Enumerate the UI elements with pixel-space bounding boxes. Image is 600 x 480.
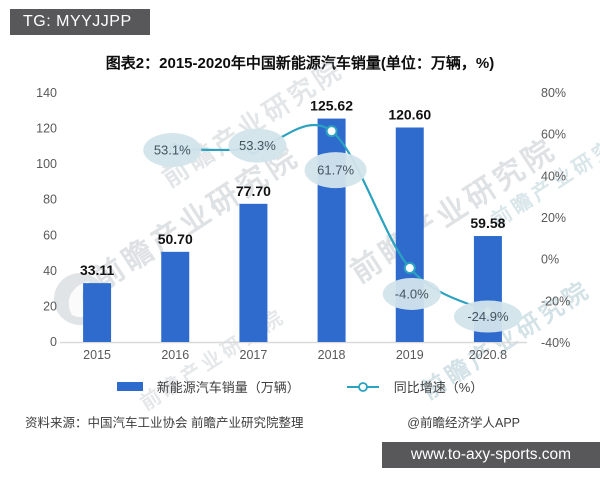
y-axis-tick-right: 0% bbox=[541, 253, 559, 267]
callout-ellipse bbox=[453, 300, 522, 333]
y-axis-tick-right: 20% bbox=[541, 211, 566, 225]
x-axis-label: 2015 bbox=[83, 348, 111, 362]
bar-value-label: 33.11 bbox=[80, 262, 114, 278]
footer: 资料来源：中国汽车工业协会 前瞻产业研究院整理 @前瞻经济学人APP bbox=[25, 412, 520, 431]
callout-ellipse bbox=[304, 152, 367, 189]
x-axis-label: 2016 bbox=[161, 348, 189, 362]
y-axis-tick-left: 80 bbox=[43, 193, 57, 207]
bar-value-label: 59.58 bbox=[470, 215, 505, 231]
bar bbox=[161, 251, 190, 342]
y-axis-tick-left: 40 bbox=[43, 264, 57, 278]
y-axis-tick-left: 140 bbox=[36, 86, 57, 100]
y-axis-tick-right: 40% bbox=[541, 169, 566, 183]
y-axis-tick-right: -40% bbox=[541, 336, 570, 350]
y-axis-tick-left: 0 bbox=[50, 335, 57, 349]
bar-value-label: 50.70 bbox=[158, 231, 193, 247]
callout-ellipse bbox=[228, 128, 287, 163]
y-axis-tick-left: 60 bbox=[43, 228, 57, 242]
callout-label: 61.7% bbox=[317, 163, 354, 178]
chart-title: 图表2：2015-2020年中国新能源汽车销量(单位：万辆，%) bbox=[105, 55, 495, 72]
bar bbox=[317, 118, 346, 342]
y-axis-tick-left: 20 bbox=[43, 299, 57, 313]
y-axis-tick-left: 100 bbox=[36, 157, 57, 171]
x-axis-label: 2020.8 bbox=[469, 348, 507, 362]
telegram-badge: TG: MYYJJPP bbox=[10, 9, 150, 35]
bar bbox=[239, 203, 268, 342]
bar-value-label: 125.62 bbox=[310, 98, 353, 114]
bar bbox=[83, 283, 112, 342]
legend-line-label: 同比增速（%） bbox=[393, 380, 484, 395]
callout-label: -24.9% bbox=[467, 309, 509, 324]
line-marker bbox=[325, 125, 338, 138]
line-marker bbox=[403, 262, 416, 274]
x-axis-label: 2018 bbox=[318, 348, 346, 362]
y-axis-tick-left: 120 bbox=[36, 122, 57, 136]
callout-label: -4.0% bbox=[395, 287, 429, 302]
y-axis-tick-right: -20% bbox=[541, 294, 570, 308]
callout-ellipse bbox=[382, 278, 441, 310]
website-badge: www.to-axy-sports.com bbox=[382, 442, 600, 468]
callout-label: 53.3% bbox=[239, 138, 276, 153]
callout-ellipse bbox=[143, 133, 202, 168]
legend: 新能源汽车销量（万辆） 同比增速（%） bbox=[0, 377, 600, 396]
legend-bar-label: 新能源汽车销量（万辆） bbox=[156, 380, 300, 395]
bar-value-label: 77.70 bbox=[236, 183, 271, 199]
source-note: 资料来源：中国汽车工业协会 前瞻产业研究院整理 bbox=[25, 416, 304, 430]
credit-note: @前瞻经济学人APP bbox=[407, 416, 520, 430]
x-axis-label: 2019 bbox=[396, 348, 424, 362]
bar-value-label: 120.60 bbox=[388, 107, 431, 123]
y-axis-tick-right: 60% bbox=[541, 128, 566, 142]
x-axis-label: 2017 bbox=[240, 348, 268, 362]
callout-label: 53.1% bbox=[154, 143, 191, 158]
legend-line-swatch bbox=[346, 381, 380, 393]
legend-bar-swatch bbox=[116, 382, 143, 391]
y-axis-tick-right: 80% bbox=[541, 86, 566, 100]
